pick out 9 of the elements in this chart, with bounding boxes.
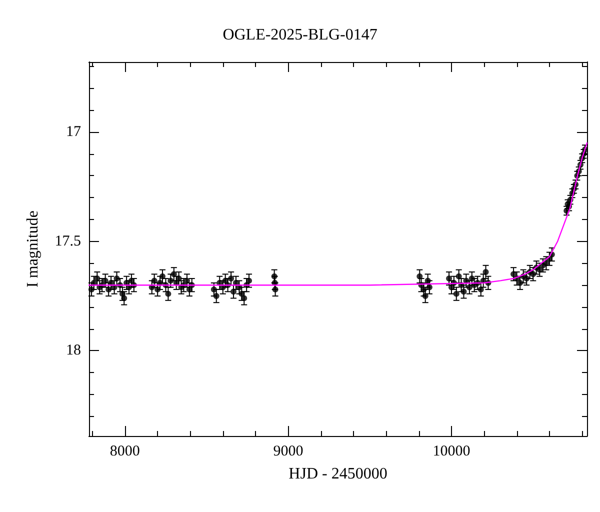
chart-title: OGLE-2025-BLG-0147: [222, 26, 378, 44]
y-tick-label: 17: [66, 124, 82, 140]
x-tick-label: 9000: [273, 444, 304, 460]
x-tick-label: 8000: [110, 444, 140, 460]
y-tick-label: 17.5: [54, 233, 81, 250]
x-tick-label: 10000: [432, 444, 470, 460]
y-tick-label: 18: [66, 342, 81, 359]
y-axis-title: I magnitude: [24, 210, 42, 288]
x-axis-title: HJD - 2450000: [288, 466, 388, 482]
